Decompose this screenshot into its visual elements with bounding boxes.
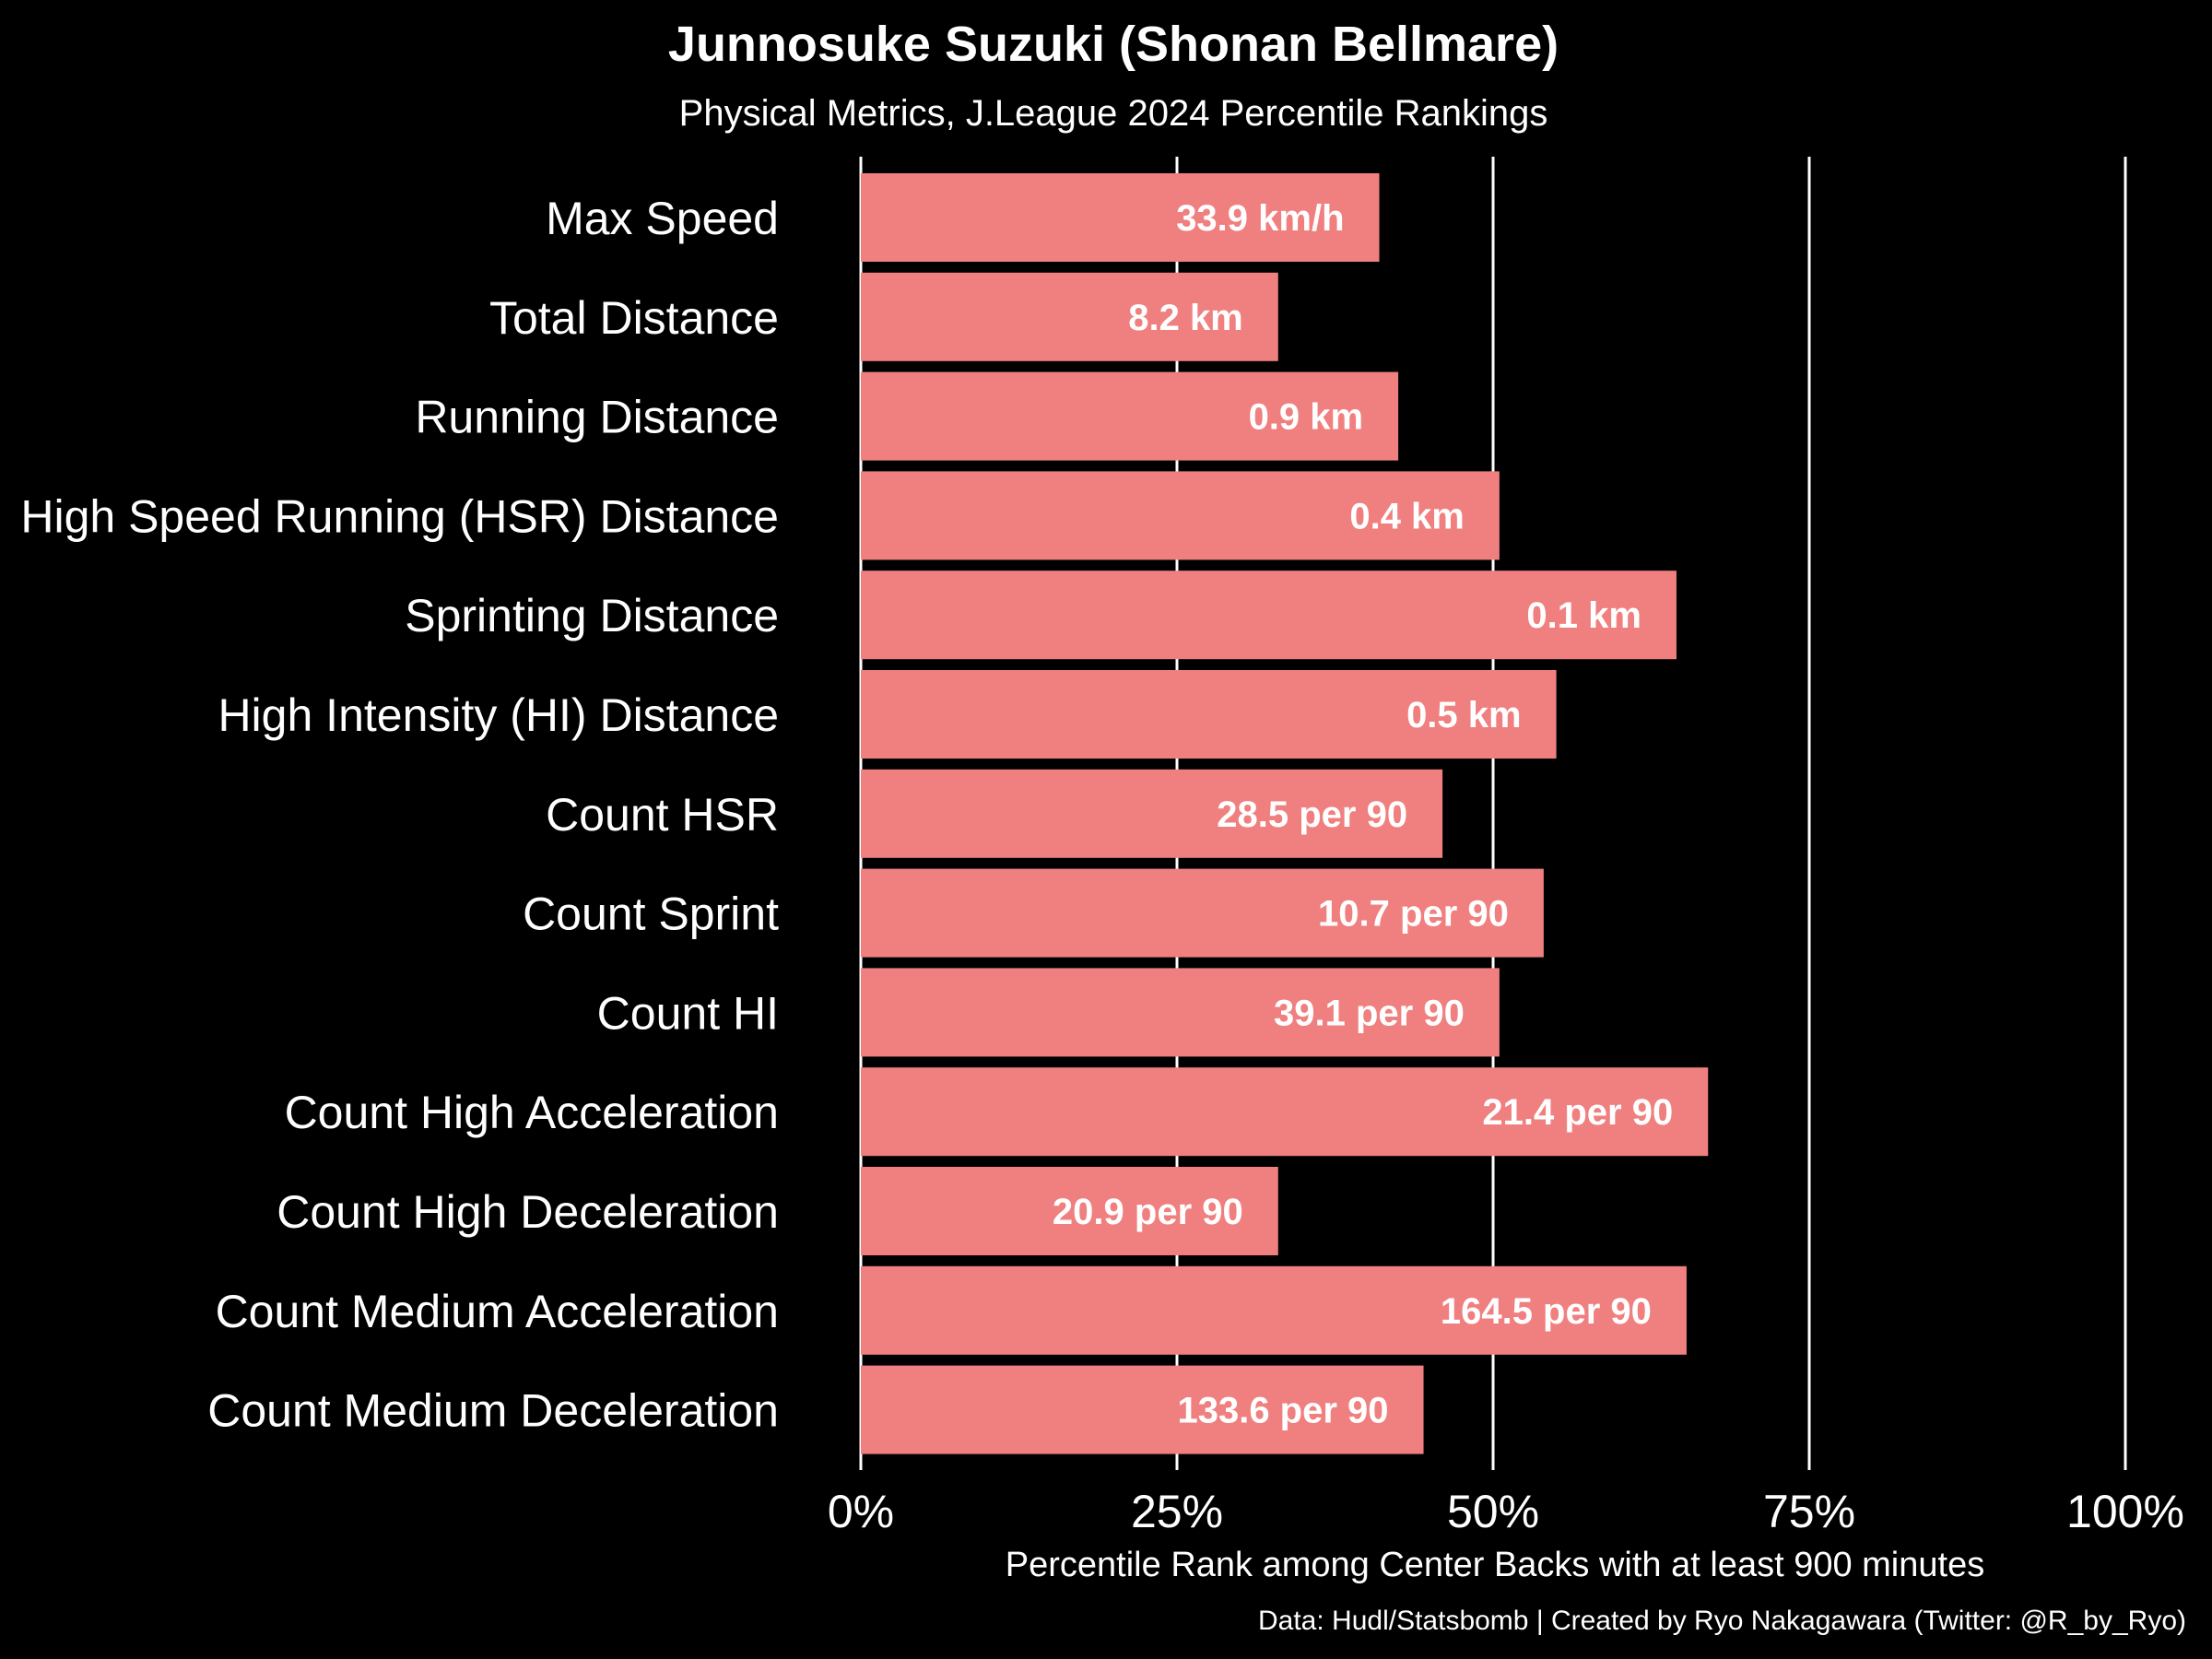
bar <box>861 868 1544 958</box>
value-label: 164.5 per 90 <box>1441 1291 1652 1332</box>
value-label: 10.7 per 90 <box>1318 894 1509 935</box>
value-label: 39.1 per 90 <box>1274 993 1465 1033</box>
x-tick-labels: 0% 25% 50% 75% 100% <box>828 1486 2184 1537</box>
value-label: 20.9 per 90 <box>1053 1192 1243 1232</box>
category-label: Count HI <box>597 987 779 1039</box>
bar <box>861 371 1399 461</box>
x-tick-label: 25% <box>1131 1486 1223 1537</box>
bar <box>861 1265 1687 1355</box>
value-label: 28.5 per 90 <box>1217 794 1407 835</box>
value-label: 0.9 km <box>1249 397 1364 438</box>
category-labels: Max Speed Total Distance Running Distance H… <box>20 193 779 1437</box>
category-label: Sprinting Distance <box>405 590 779 641</box>
bar <box>861 173 1380 262</box>
category-label: High Intensity (HI) Distance <box>218 689 779 741</box>
category-label: Count Medium Deceleration <box>207 1385 779 1437</box>
chart-caption: Data: Hudl/Statsbomb | Created by Ryo Na… <box>1258 1606 2186 1636</box>
bars <box>861 173 1709 1454</box>
bar <box>861 1365 1424 1454</box>
bar <box>861 471 1500 560</box>
category-label: Count High Deceleration <box>276 1186 779 1238</box>
category-label: Total Distance <box>489 292 779 344</box>
bar <box>861 1167 1278 1255</box>
x-tick-label: 100% <box>2066 1486 2184 1537</box>
x-tick-label: 75% <box>1763 1486 1855 1537</box>
x-tick-label: 0% <box>828 1486 894 1537</box>
value-label: 133.6 per 90 <box>1177 1391 1388 1431</box>
chart-subtitle: Physical Metrics, J.League 2024 Percenti… <box>679 93 1548 134</box>
bar <box>861 769 1443 858</box>
category-label: High Speed Running (HSR) Distance <box>20 490 779 542</box>
bar <box>861 571 1677 660</box>
value-label: 33.9 km/h <box>1176 198 1344 239</box>
chart-title: Junnosuke Suzuki (Shonan Bellmare) <box>668 17 1559 72</box>
category-label: Count High Acceleration <box>285 1087 779 1138</box>
value-label: 21.4 per 90 <box>1482 1092 1673 1133</box>
bar <box>861 1067 1709 1157</box>
value-label: 0.5 km <box>1406 695 1522 735</box>
value-labels: 33.9 km/h 8.2 km 0.9 km 0.4 km 0.1 km 0.5 km 2… <box>1053 198 1673 1431</box>
category-label: Count Sprint <box>523 888 779 940</box>
category-label: Count Medium Acceleration <box>216 1286 779 1337</box>
x-tick-label: 50% <box>1447 1486 1539 1537</box>
bar <box>861 968 1500 1057</box>
x-axis-title: Percentile Rank among Center Backs with … <box>1006 1546 1984 1584</box>
value-label: 8.2 km <box>1128 298 1243 338</box>
value-label: 0.4 km <box>1349 496 1465 536</box>
bar <box>861 272 1278 361</box>
value-label: 0.1 km <box>1526 595 1641 636</box>
category-label: Running Distance <box>415 392 779 443</box>
bar <box>861 670 1557 759</box>
category-label: Max Speed <box>546 193 779 244</box>
category-label: Count HSR <box>546 789 779 841</box>
